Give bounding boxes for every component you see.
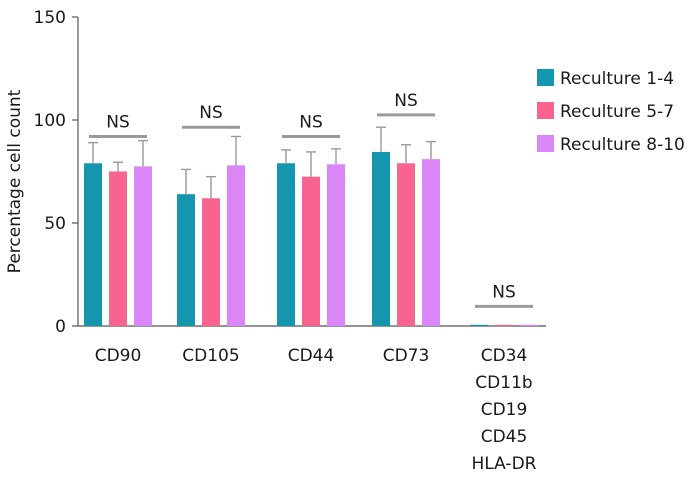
bar	[84, 163, 102, 326]
bar	[520, 324, 538, 326]
bar	[422, 159, 440, 326]
legend: Reculture 1-4 Reculture 5-7 Reculture 8-10	[537, 69, 685, 155]
bar	[202, 198, 220, 326]
legend-swatch	[537, 102, 554, 119]
x-category-label: CD105	[182, 346, 239, 366]
significance-label: NS	[492, 282, 516, 302]
significance-label: NS	[106, 112, 130, 132]
x-category-label: CD90	[95, 346, 142, 366]
legend-label: Reculture 5-7	[560, 102, 674, 122]
bar	[470, 324, 488, 326]
bar	[495, 324, 513, 326]
y-tick-label: 100	[34, 111, 66, 131]
significance-annotations: NS NS NS NS NS	[89, 91, 533, 308]
significance-label: NS	[394, 91, 418, 111]
significance-label: NS	[299, 112, 323, 132]
bars-group	[84, 151, 538, 326]
bar	[109, 171, 127, 326]
y-axis-ticks: 0 50 100 150	[34, 8, 78, 337]
bar	[302, 176, 320, 326]
bar	[177, 194, 195, 326]
legend-label: Reculture 8-10	[560, 135, 685, 155]
x-category-label: CD73	[383, 346, 430, 366]
error-bars-group	[88, 126, 436, 199]
x-category-label: CD44	[288, 346, 335, 366]
y-tick-label: 50	[44, 214, 66, 234]
legend-swatch	[537, 135, 554, 152]
bar	[227, 165, 245, 326]
bar	[134, 166, 152, 326]
y-tick-label: 0	[55, 317, 66, 337]
x-axis-category-labels: CD90 CD105 CD44 CD73 CD34 CD11b CD19 CD45 HLA-DR	[95, 346, 537, 474]
x-category-label: CD34 CD11b CD19 CD45 HLA-DR	[472, 346, 537, 474]
legend-swatch	[537, 69, 554, 86]
bar	[397, 163, 415, 326]
bar	[327, 164, 345, 326]
y-axis-label: Percentage cell count	[5, 89, 25, 273]
significance-label: NS	[199, 103, 223, 123]
legend-label: Reculture 1-4	[560, 69, 674, 89]
bar	[372, 151, 390, 326]
y-tick-label: 150	[34, 8, 66, 28]
bar	[277, 163, 295, 326]
